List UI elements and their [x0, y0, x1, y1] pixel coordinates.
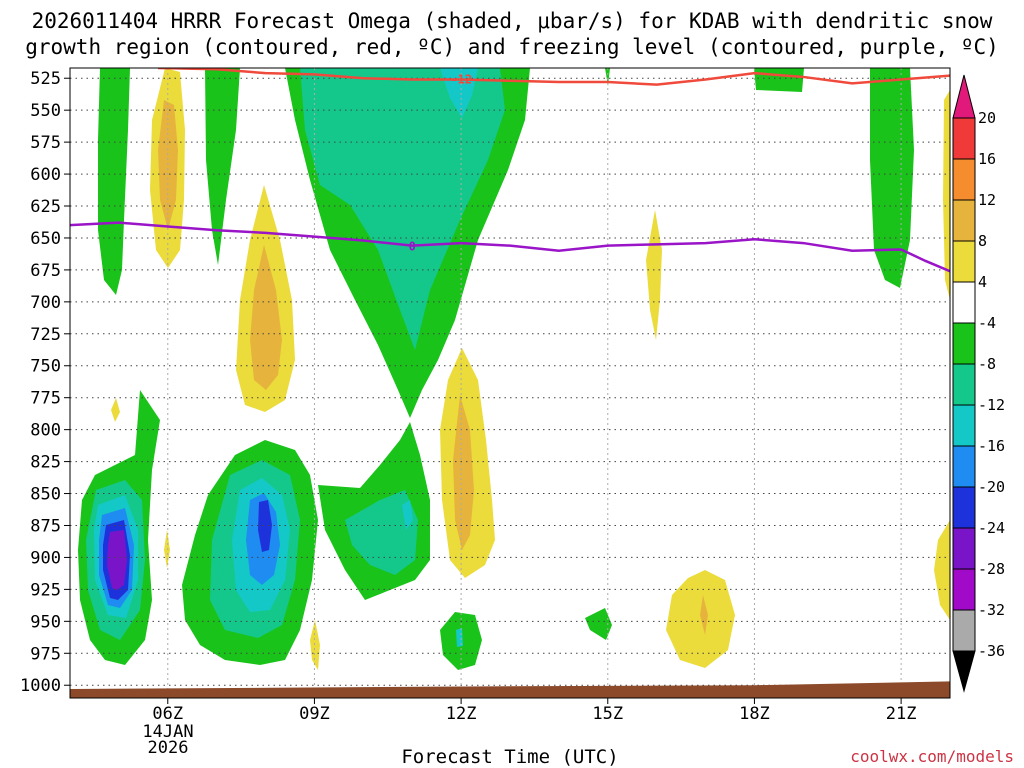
colorbar-label: 16	[978, 150, 996, 168]
descent-region-12z-mid-2	[453, 395, 474, 550]
x-tick-label: 18Z	[739, 704, 770, 724]
credit-text: coolwx.com/models	[850, 747, 1014, 766]
y-tick-label: 875	[30, 516, 61, 536]
y-tick-label: 800	[30, 421, 61, 441]
colorbar-swatch	[952, 568, 976, 611]
ascent-region-08z-5	[258, 500, 272, 552]
colorbar-swatch	[952, 486, 976, 529]
y-tick-label: 925	[30, 580, 61, 600]
ascent-region-left-column	[98, 68, 130, 295]
y-tick-label: 650	[30, 229, 61, 249]
dgz-contour-line	[157, 68, 950, 86]
descent-region-08z-mid-2	[250, 245, 282, 390]
date-label-year: 2026	[148, 738, 189, 758]
x-tick-label: 12Z	[446, 704, 477, 724]
colorbar-swatch	[952, 404, 976, 447]
ascent-region-10z-3	[402, 500, 413, 530]
y-tick-label: 575	[30, 133, 61, 153]
colorbar-label: -24	[978, 519, 1005, 537]
colorbar-label: -16	[978, 437, 1005, 455]
y-tick-label: 725	[30, 325, 61, 345]
y-tick-label: 750	[30, 357, 61, 377]
colorbar-swatch	[952, 322, 976, 365]
ascent-region-lower-left-6	[107, 530, 127, 590]
ascent-region-top-right-a	[754, 68, 804, 92]
x-tick-label: 15Z	[592, 704, 623, 724]
colorbar-label: -36	[978, 642, 1005, 660]
y-tick-label: 975	[30, 644, 61, 664]
y-tick-label: 550	[30, 101, 61, 121]
y-tick-label: 850	[30, 485, 61, 505]
descent-region-17z-low-2	[700, 595, 708, 635]
colorbar: 20 16 12 8 4 -4 -8 -12 -16 -20 -24 -28 -32 -36	[952, 74, 1005, 693]
colorbar-bottom-arrow	[952, 650, 976, 693]
y-axis: 525 550 575 600 625 650 675 700 725 750 775 800 825 8…	[20, 69, 70, 696]
title-line-1: 2026011404 HRRR Forecast Omega (shaded, …	[32, 9, 993, 33]
grid	[70, 68, 950, 698]
descent-region-right-edge-lower	[934, 520, 950, 620]
colorbar-label: -12	[978, 396, 1005, 414]
descent-region-16z	[646, 210, 662, 340]
ascent-region-top-right-b	[870, 68, 914, 288]
terrain-fill	[70, 681, 950, 698]
y-tick-label: 600	[30, 165, 61, 185]
descent-region-06z-small	[164, 530, 170, 568]
x-tick-label: 06Z	[152, 704, 183, 724]
descent-region-05z-small	[111, 398, 120, 422]
y-tick-label: 950	[30, 612, 61, 632]
ascent-region-12z-low-core	[456, 628, 463, 647]
colorbar-label: -20	[978, 478, 1005, 496]
y-tick-label: 675	[30, 261, 61, 281]
colorbar-label: -8	[978, 355, 996, 373]
colorbar-swatch	[952, 609, 976, 652]
y-tick-label: 775	[30, 389, 61, 409]
colorbar-label: 20	[978, 109, 996, 127]
colorbar-swatch	[952, 240, 976, 283]
colorbar-swatch	[952, 363, 976, 406]
colorbar-label: 12	[978, 191, 996, 209]
colorbar-label: 8	[978, 232, 987, 250]
colorbar-swatch	[952, 527, 976, 570]
colorbar-label: 4	[978, 273, 987, 291]
colorbar-swatch	[952, 199, 976, 242]
colorbar-swatch	[952, 117, 976, 160]
colorbar-label: -4	[978, 314, 996, 332]
colorbar-label: -28	[978, 560, 1005, 578]
freezing-level-line	[70, 221, 950, 273]
x-tick-label: 21Z	[886, 704, 917, 724]
descent-region-17z-low	[666, 570, 735, 668]
ascent-region-top-center-core	[300, 68, 505, 350]
colorbar-top-arrow	[952, 74, 976, 119]
colorbar-swatch	[952, 445, 976, 488]
dgz-contour-label: -12	[450, 73, 472, 87]
colorbar-swatch	[952, 158, 976, 201]
plot-frame	[69, 67, 951, 699]
title-line-2: growth region (contoured, red, ºC) and f…	[25, 35, 999, 59]
ascent-region-15z-low	[585, 608, 612, 640]
freezing-level-label: 0	[409, 240, 416, 254]
y-tick-label: 525	[30, 69, 61, 89]
descent-region-09z-small	[310, 620, 320, 670]
y-tick-label: 700	[30, 293, 61, 313]
y-tick-label: 825	[30, 453, 61, 473]
x-axis: 06Z 09Z 12Z 15Z 18Z 21Z	[152, 698, 916, 724]
x-tick-label: 09Z	[299, 704, 330, 724]
ascent-region-07z-column	[205, 68, 240, 265]
y-tick-label: 900	[30, 548, 61, 568]
x-axis-title: Forecast Time (UTC)	[401, 746, 618, 768]
ascent-sliver-top	[605, 68, 610, 86]
colorbar-label: -32	[978, 601, 1005, 619]
y-tick-label: 1000	[20, 676, 61, 696]
colorbar-swatch	[952, 281, 976, 324]
y-tick-label: 625	[30, 197, 61, 217]
omega-shading	[78, 68, 950, 670]
date-label-day: 14JAN	[142, 722, 193, 742]
ascent-region-10z-2	[345, 490, 418, 575]
